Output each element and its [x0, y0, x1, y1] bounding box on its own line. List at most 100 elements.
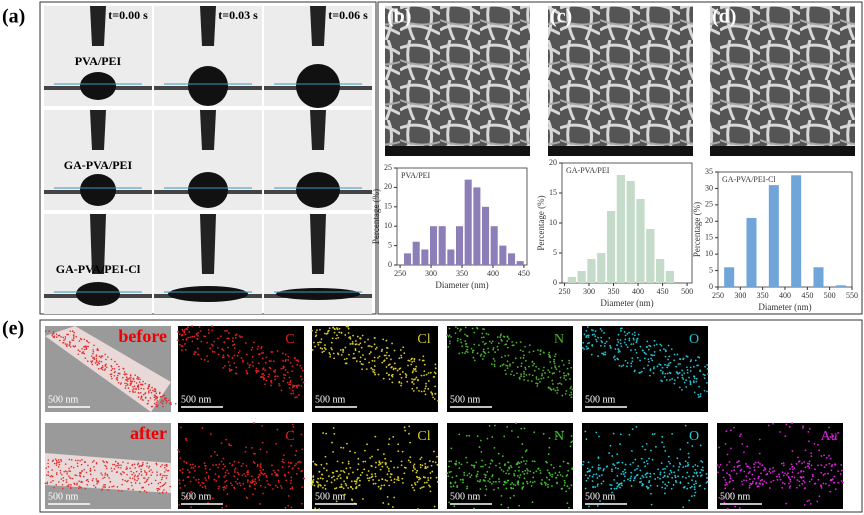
overlay-dot [71, 477, 74, 480]
eds-dot [797, 460, 800, 463]
eds-dot [793, 476, 796, 479]
eds-dot [266, 480, 268, 482]
eds-dot [225, 484, 228, 487]
eds-dot [377, 464, 380, 466]
eds-dot [718, 446, 720, 449]
eds-dot [818, 495, 821, 498]
eds-dot [202, 482, 205, 485]
overlay-dot [144, 481, 146, 484]
eds-dot [506, 367, 509, 369]
eds-dot [689, 380, 692, 383]
overlay-dot [104, 364, 107, 366]
eds-dot [403, 472, 406, 475]
eds-dot [448, 342, 451, 345]
eds-dot [653, 366, 655, 369]
overlay-dot [59, 469, 62, 472]
eds-dot [653, 344, 656, 347]
eds-dot [222, 349, 225, 352]
eds-dot [292, 426, 295, 428]
eds-dot [430, 391, 433, 394]
eds-dot [359, 342, 362, 345]
scale-bar-label: 500 nm [315, 394, 346, 405]
eds-dot [524, 368, 527, 371]
eds-dot [340, 485, 343, 488]
overlay-dot [68, 340, 71, 343]
overlay-dot [45, 474, 48, 476]
eds-dot [722, 476, 725, 479]
eds-dot [652, 372, 655, 375]
eds-dot [726, 483, 728, 486]
eds-dot [736, 461, 739, 464]
eds-dot [487, 347, 489, 350]
eds-dot [530, 485, 533, 487]
eds-dot [274, 471, 277, 474]
eds-dot [222, 488, 225, 491]
eds-dot [410, 358, 413, 361]
eds-dot [527, 469, 529, 472]
droplet [80, 174, 116, 206]
eds-dot [400, 464, 403, 467]
eds-dot [204, 485, 207, 488]
overlay-dot [93, 356, 95, 359]
eds-dot [591, 480, 594, 482]
eds-dot [657, 468, 659, 471]
overlay-dot [53, 335, 56, 337]
y-axis-label: Percentage (%) [371, 189, 381, 244]
eds-dot [268, 360, 271, 362]
eds-dot [182, 338, 185, 341]
eds-dot [603, 345, 606, 347]
eds-dot [232, 337, 234, 339]
eds-dot [185, 498, 188, 501]
time-label: t=0.06 s [328, 8, 368, 22]
eds-dot [345, 484, 348, 487]
needle [310, 110, 326, 150]
eds-dot [500, 494, 503, 497]
eds-map [447, 326, 573, 412]
eds-dot [487, 480, 490, 482]
eds-dot [245, 446, 247, 449]
eds-dot [319, 484, 321, 486]
overlay-dot [166, 474, 168, 477]
eds-dot [356, 335, 359, 338]
overlay-dot [134, 474, 136, 476]
overlay-dot [138, 376, 140, 379]
eds-dot [827, 472, 829, 475]
eds-dot [552, 388, 555, 390]
eds-dot [450, 335, 452, 338]
eds-dot [695, 377, 698, 380]
eds-dot [393, 496, 396, 499]
overlay-dot [123, 471, 125, 474]
eds-dot [284, 369, 287, 371]
eds-dot [514, 357, 517, 360]
eds-dot [196, 347, 199, 350]
eds-dot [558, 365, 561, 368]
eds-dot [200, 340, 203, 343]
eds-dot [500, 503, 503, 506]
overlay-dot [112, 463, 114, 466]
eds-dot [351, 488, 354, 490]
eds-dot [811, 475, 814, 478]
eds-dot [502, 483, 505, 486]
overlay-dot [53, 486, 55, 489]
eds-dot [559, 465, 561, 468]
eds-dot [192, 466, 195, 469]
eds-dot [670, 487, 673, 490]
eds-dot [411, 378, 413, 380]
eds-dot [370, 464, 373, 467]
eds-dot [730, 469, 733, 472]
overlay-dot [133, 388, 135, 390]
eds-dot [177, 330, 179, 333]
bar [656, 259, 665, 283]
eds-dot [482, 348, 485, 351]
eds-dot [296, 359, 299, 362]
eds-dot [620, 484, 623, 487]
eds-dot [519, 356, 522, 359]
eds-dot [808, 480, 811, 483]
eds-dot [213, 478, 216, 481]
eds-dot [225, 505, 228, 508]
eds-dot [659, 364, 662, 366]
overlay-dot [82, 352, 84, 354]
eds-dot [388, 484, 390, 487]
eds-dot [833, 481, 835, 484]
eds-dot [251, 361, 254, 363]
